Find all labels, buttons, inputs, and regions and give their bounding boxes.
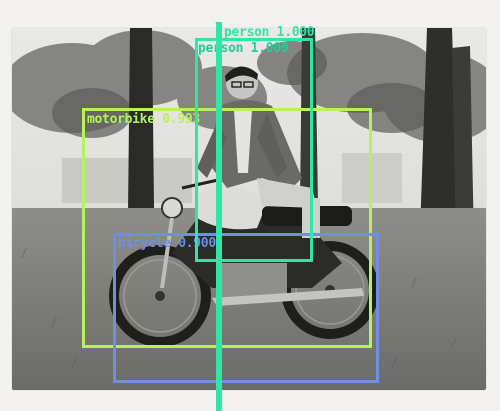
motorbike-detection-label: motorbike 0.993	[87, 112, 200, 127]
photo-scene	[12, 28, 486, 390]
bicycle-detection-label: bicycle 0.900	[118, 236, 216, 251]
person-detection-label-secondary: person 1.000	[198, 41, 289, 56]
narrow-detection-stripe	[216, 22, 222, 411]
photograph	[12, 28, 486, 390]
person-detection-label-primary: person 1.000	[224, 25, 315, 40]
